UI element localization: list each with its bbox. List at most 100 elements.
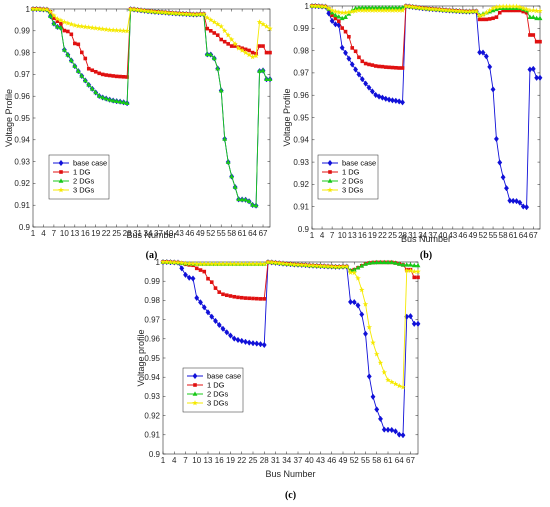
data-point [283,261,290,267]
y-axis-label: Voltage profile [136,329,146,386]
data-point [120,27,127,34]
data-point [491,16,495,21]
data-point [124,100,130,105]
data-point [389,259,395,265]
data-point [306,262,313,268]
series-3-dgs [30,6,273,60]
data-point [167,259,174,265]
data-point [362,7,369,13]
data-point [332,263,339,270]
y-tick-label: 0.92 [144,411,160,420]
data-point [329,10,335,15]
data-point [114,98,120,104]
data-point [257,261,264,267]
x-tick-label: 7 [52,229,57,238]
data-point [356,5,362,10]
legend-entry: 2 DGs [207,390,229,399]
data-point [356,71,362,78]
data-point [333,12,338,18]
data-point [72,63,78,68]
data-point [322,3,329,10]
data-point [103,95,109,101]
data-point [390,97,395,104]
legend-marker [192,391,198,396]
y-tick-label: 0.92 [14,179,30,188]
y-tick-label: 1 [26,5,31,14]
data-point [121,74,126,79]
data-point [246,198,252,204]
data-point [460,8,466,14]
y-tick-label: 0.99 [14,27,30,36]
data-point [59,22,63,26]
x-tick-label: 1 [161,456,166,465]
data-point [253,52,259,59]
legend-marker [193,383,197,387]
data-point [387,65,391,70]
data-point [212,31,217,35]
data-point [385,259,391,265]
data-point [480,12,486,18]
data-point [353,5,358,11]
data-point [221,27,228,34]
data-point [231,335,237,342]
data-point [363,330,368,337]
data-point [173,10,179,16]
data-point [302,262,309,268]
data-point [239,337,245,345]
data-point [366,84,372,91]
x-tick-label: 22 [102,229,111,238]
data-point [487,17,492,21]
data-point [212,261,219,267]
data-point [47,8,54,15]
data-point [381,369,388,375]
legend-marker [58,187,64,193]
data-point [222,136,228,141]
x-tick-label: 43 [316,456,325,465]
data-point [198,268,203,272]
legend-box [48,154,110,200]
data-point [408,313,413,320]
x-axis-label: Bus Number [126,230,176,240]
data-point [386,7,392,13]
x-tick-label: 55 [361,456,370,465]
data-point [400,262,406,267]
data-point [508,8,512,13]
y-tick-label: 0.95 [14,114,30,123]
data-point [93,69,98,74]
data-point [265,259,271,265]
data-point [413,4,419,10]
data-point [61,19,68,25]
data-point [376,7,382,13]
data-point [207,17,214,23]
legend-entry: 1 DG [73,168,91,177]
data-point [205,26,210,31]
x-tick-label: 43 [175,229,184,238]
data-point [37,6,43,12]
data-point [65,52,71,57]
x-tick-label: 16 [81,229,90,238]
data-point [373,351,380,357]
data-point [366,324,373,330]
data-point [390,65,395,70]
legend-marker [192,372,198,380]
data-point [339,9,345,16]
x-tick-label: 10 [192,456,201,465]
y-tick-label: 0.94 [14,136,30,145]
x-tick-label: 40 [438,231,447,240]
y-tick-label: 0.91 [293,203,309,212]
data-point [342,9,349,16]
x-tick-label: 16 [215,456,224,465]
data-point [353,49,358,54]
data-point [521,9,526,14]
data-point [486,7,493,13]
x-tick-label: 58 [499,231,508,240]
y-tick-label: 0.93 [144,392,160,401]
data-point [369,7,376,13]
data-point [30,6,36,12]
data-point [262,297,267,301]
data-point [407,267,414,273]
data-point [228,294,233,298]
data-point [264,50,269,55]
data-point [411,320,417,327]
